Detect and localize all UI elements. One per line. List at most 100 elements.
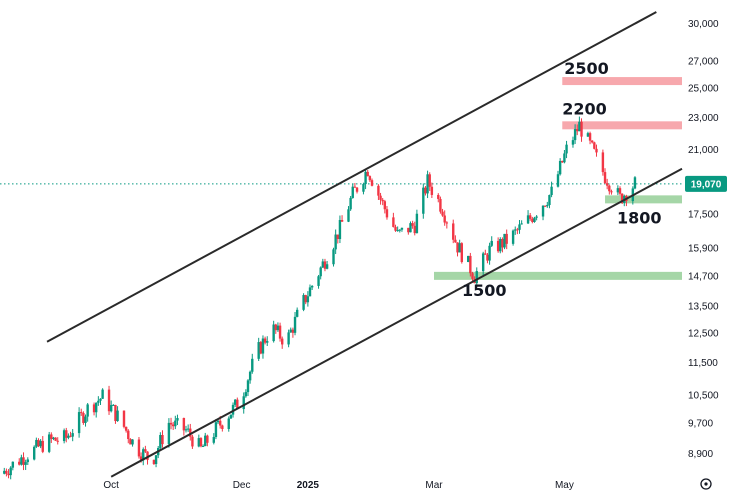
- candle-body: [321, 261, 325, 268]
- candle: [71, 429, 74, 442]
- candle-body: [139, 456, 143, 461]
- candle-body: [54, 437, 57, 441]
- candle: [304, 294, 307, 305]
- x-tick-label: 2025: [297, 480, 320, 491]
- candle: [84, 414, 87, 427]
- candle: [50, 432, 53, 443]
- candle: [392, 212, 395, 228]
- candle: [142, 447, 145, 466]
- candle: [80, 408, 83, 416]
- channel-line-lower: [110, 167, 683, 478]
- candle-body: [407, 227, 410, 233]
- candle: [610, 189, 613, 195]
- x-tick-label: Oct: [103, 480, 119, 491]
- candle-body: [257, 342, 260, 359]
- candle-body: [204, 435, 207, 447]
- candle-body: [229, 414, 233, 419]
- candle-body: [576, 129, 579, 132]
- candle: [306, 291, 310, 307]
- candle: [127, 429, 130, 444]
- candle: [469, 252, 472, 277]
- candle: [336, 234, 339, 244]
- candle: [558, 158, 562, 176]
- candle: [518, 219, 521, 234]
- candle-body: [3, 470, 6, 474]
- candle: [33, 445, 36, 461]
- candle: [144, 445, 147, 454]
- candle: [481, 251, 485, 276]
- candle: [400, 227, 404, 232]
- support-zone-1500: [434, 271, 682, 280]
- candle-body: [199, 438, 203, 447]
- candle-body: [580, 121, 583, 137]
- candle: [182, 417, 186, 436]
- candle-body: [35, 439, 38, 447]
- candle-body: [261, 338, 265, 354]
- candle: [526, 210, 530, 225]
- candle: [625, 194, 628, 207]
- channel-line-upper: [46, 11, 657, 343]
- candle-body: [561, 160, 564, 163]
- candle-body: [302, 295, 305, 310]
- candle: [505, 229, 508, 250]
- candle: [199, 437, 203, 448]
- candle-body: [289, 329, 292, 333]
- candle: [251, 353, 254, 374]
- candle: [116, 406, 119, 422]
- candle: [86, 403, 89, 422]
- x-tick-label: Mar: [425, 480, 443, 491]
- last-price-tag-bg: [685, 175, 727, 192]
- last-price-tag-label: 19,070: [691, 179, 722, 190]
- candle: [516, 227, 519, 235]
- candle-body: [11, 461, 15, 468]
- candle: [281, 336, 284, 349]
- candle: [99, 398, 102, 405]
- candle-body: [471, 273, 474, 279]
- candle: [171, 421, 175, 430]
- candle: [308, 284, 312, 297]
- candle-body: [411, 223, 414, 226]
- candle: [556, 170, 560, 188]
- candle: [242, 392, 245, 414]
- y-tick-label: 13,500: [688, 301, 719, 312]
- candle-body: [212, 437, 215, 443]
- candle: [159, 432, 162, 451]
- candle: [7, 469, 10, 479]
- candle-body: [291, 329, 295, 333]
- candle-body: [41, 440, 44, 452]
- candle-body: [20, 457, 23, 465]
- settings-icon[interactable]: [700, 478, 712, 490]
- candle-body: [370, 180, 374, 186]
- y-tick-label: 27,000: [688, 56, 719, 67]
- candle-body: [484, 253, 487, 255]
- candle-body: [334, 234, 337, 250]
- zones-layer: [434, 77, 682, 280]
- candle: [67, 433, 70, 440]
- candle-body: [340, 219, 344, 222]
- candle-body: [394, 226, 397, 231]
- candle: [366, 170, 369, 177]
- candle-body: [586, 133, 590, 137]
- candle-body: [216, 420, 220, 423]
- candle: [484, 249, 487, 255]
- candle: [430, 182, 434, 199]
- candle-body: [409, 223, 412, 233]
- resistance-zone-2500: [562, 77, 682, 86]
- candle-body: [518, 224, 521, 230]
- candle: [274, 323, 277, 334]
- candle-body: [189, 428, 192, 437]
- candle: [11, 461, 15, 471]
- candle-body: [69, 435, 72, 437]
- candle: [595, 144, 598, 157]
- candle: [580, 118, 583, 142]
- candle-body: [601, 152, 605, 173]
- y-tick-label: 11,500: [688, 358, 718, 369]
- candle-body: [86, 404, 89, 417]
- candle: [541, 205, 545, 221]
- zone-label-1500: 1500: [462, 281, 507, 300]
- candle: [531, 216, 534, 224]
- candle-body: [514, 229, 517, 231]
- candle: [323, 258, 327, 272]
- candle-body: [565, 144, 568, 154]
